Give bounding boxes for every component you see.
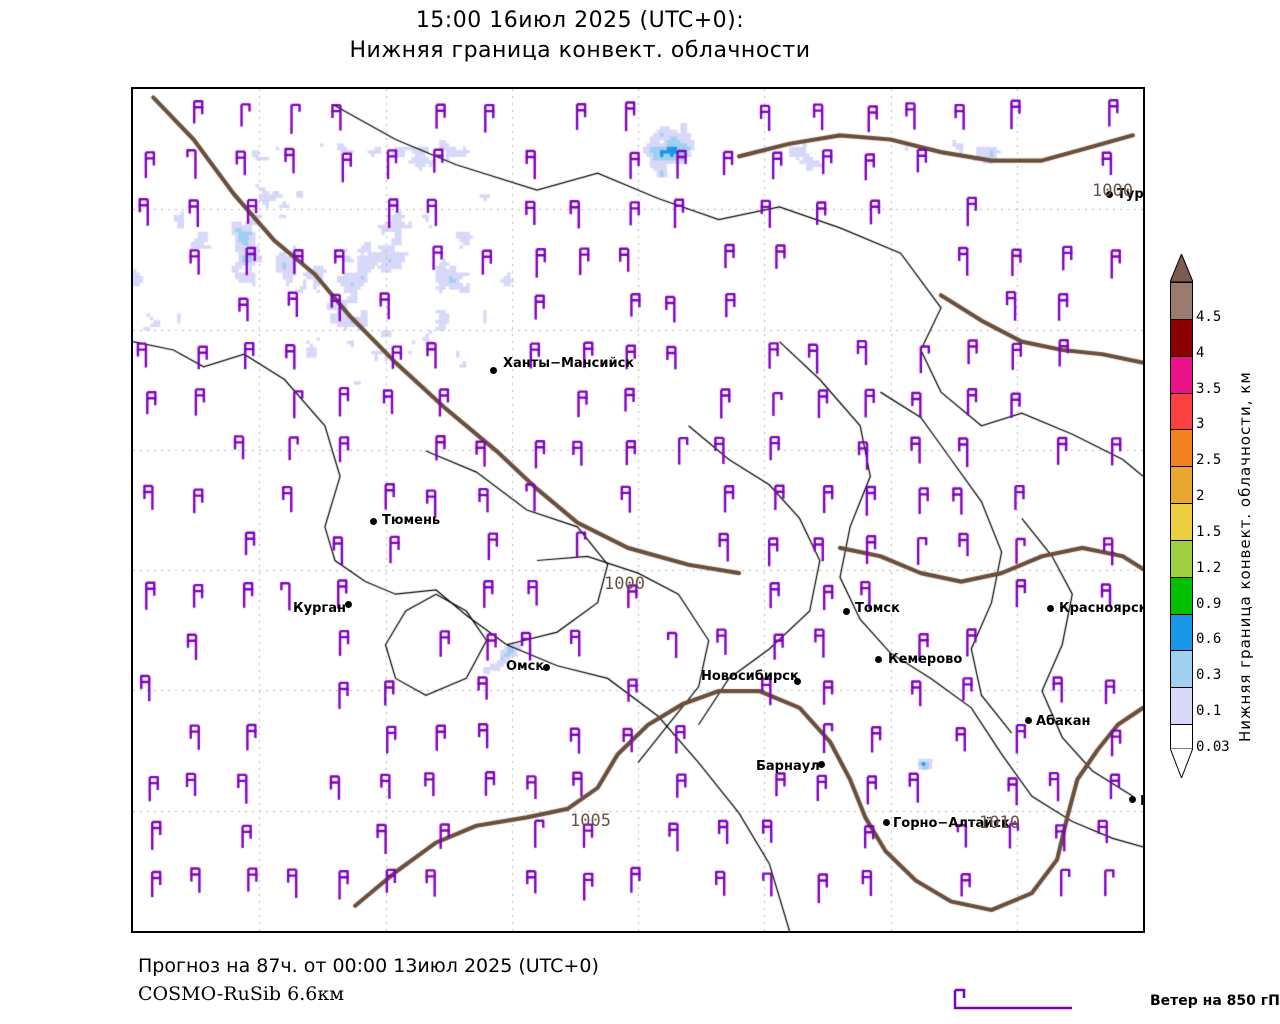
isobar-label: 1010 [979, 813, 1020, 833]
colorbar-segment [1171, 393, 1192, 431]
city-marker-dot [1129, 796, 1136, 803]
wind-barb-icon [953, 988, 1072, 1010]
colorbar-bottom-arrow-icon [1170, 748, 1193, 778]
model-info: COSMO-RuSib 6.6км [138, 983, 344, 1005]
colorbar-segment [1171, 467, 1192, 505]
colorbar-segment [1171, 283, 1192, 320]
map-raster-field [133, 89, 1143, 931]
city-label: Новосибирск [701, 669, 799, 684]
city-marker-dot [490, 367, 497, 374]
colorbar-tick-label: 1.5 [1196, 523, 1222, 540]
colorbar-segment [1171, 540, 1192, 578]
city-label: Абакан [1036, 714, 1091, 729]
city-label: Курган [293, 601, 346, 616]
city-marker-dot [843, 608, 850, 615]
colorbar-segment [1171, 356, 1192, 394]
colorbar-segment [1171, 319, 1192, 357]
colorbar-tick-label: 2.5 [1196, 452, 1222, 469]
colorbar-tick-label: 0.6 [1196, 631, 1222, 648]
city-label: Омск [506, 659, 545, 674]
wind-legend-label: Ветер на 850 гПа [1150, 993, 1280, 1009]
city-label: Тура [1117, 187, 1144, 202]
colorbar-tick-label: 0.1 [1196, 703, 1222, 720]
colorbar-tick-label: 3.5 [1196, 380, 1222, 397]
colorbar: 4.5 4 3.5 3 2.5 2 1.5 1.2 0.9 0.6 0.3 0.1 0.03 [1160, 248, 1280, 788]
colorbar-tick-label: 0.03 [1196, 739, 1230, 755]
isobar-label: 1000 [1092, 181, 1133, 201]
city-marker-dot [370, 518, 377, 525]
colorbar-tick-label: 0.9 [1196, 595, 1222, 612]
footer: Прогноз на 87ч. от 00:00 13июл 2025 (UTC… [138, 952, 599, 1008]
title-variable: Нижняя граница конвект. облачности [349, 38, 811, 63]
colorbar-segment [1171, 688, 1192, 726]
city-marker-dot [818, 761, 825, 768]
city-marker-dot [883, 819, 890, 826]
colorbar-tick-label: 2 [1196, 488, 1205, 505]
colorbar-tick-label: 4.5 [1196, 308, 1222, 325]
colorbar-segment [1171, 430, 1192, 468]
colorbar-segment [1171, 577, 1192, 615]
page-title: 15:00 16июл 2025 (UTC+0): Нижняя граница… [0, 6, 1160, 66]
city-label: Барнаул [756, 759, 820, 774]
city-marker-dot [543, 664, 550, 671]
weather-map[interactable]: Тура Ханты−Мансийск Тюмень Курган Омск Томск Н… [131, 87, 1145, 933]
city-label: Тюмень [382, 513, 441, 528]
forecast-info: Прогноз на 87ч. от 00:00 13июл 2025 (UTC… [138, 955, 599, 977]
isobar-label: 1005 [570, 811, 611, 831]
colorbar-top-arrow-icon [1170, 254, 1193, 282]
colorbar-tick-label: 4 [1196, 344, 1205, 361]
isobar-label: 1000 [604, 574, 645, 594]
city-marker-dot [345, 601, 352, 608]
city-label: Кызыл [1140, 794, 1143, 809]
city-label: Красноярск [1059, 601, 1145, 616]
colorbar-axis-label: Нижняя граница конвект. облачности, км [1236, 371, 1254, 742]
colorbar-segment [1171, 504, 1192, 541]
colorbar-segment [1171, 614, 1192, 652]
city-marker-dot [1047, 605, 1054, 612]
colorbar-tick-label: 1.2 [1196, 559, 1222, 576]
city-label: Кемерово [888, 652, 963, 667]
city-label: Ханты−Мансийск [503, 356, 635, 371]
colorbar-tick-label: 3 [1196, 416, 1205, 433]
city-marker-dot [794, 678, 801, 685]
colorbar-gradient [1170, 282, 1193, 761]
city-marker-dot [1106, 191, 1113, 198]
colorbar-segment [1171, 651, 1192, 689]
title-datetime: 15:00 16июл 2025 (UTC+0): [415, 8, 745, 33]
city-marker-dot [1025, 717, 1032, 724]
city-label: Горно−Алтайск [893, 816, 1010, 831]
wind-legend: Ветер на 850 гПа [952, 988, 1280, 1014]
colorbar-tick-label: 0.3 [1196, 667, 1222, 684]
city-label: Томск [855, 601, 900, 616]
city-marker-dot [875, 656, 882, 663]
